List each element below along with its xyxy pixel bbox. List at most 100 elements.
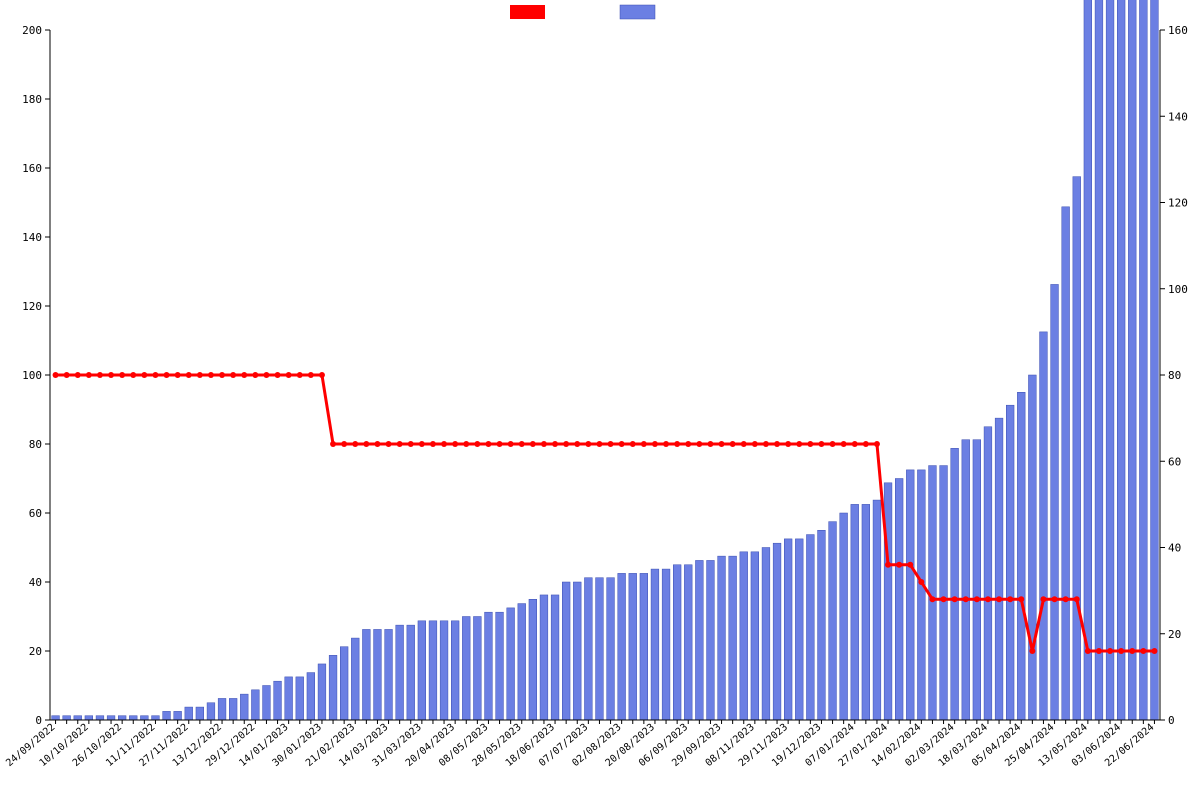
bar (673, 565, 681, 720)
line-marker (974, 596, 980, 602)
line-marker (341, 441, 347, 447)
line-marker (119, 372, 125, 378)
line-marker (730, 441, 736, 447)
line-marker (796, 441, 802, 447)
bar (784, 539, 792, 720)
line-marker (208, 372, 214, 378)
line-marker (86, 372, 92, 378)
bar (573, 582, 581, 720)
bar (285, 677, 293, 720)
bar (773, 543, 781, 720)
y-left-tick-label: 200 (22, 24, 42, 37)
bar (473, 617, 481, 721)
y-left-tick-label: 60 (29, 507, 42, 520)
line-marker (1029, 648, 1035, 654)
line-marker (319, 372, 325, 378)
line-marker (1007, 596, 1013, 602)
bar (1139, 0, 1147, 720)
line-marker (752, 441, 758, 447)
line-marker (830, 441, 836, 447)
bar (85, 716, 93, 720)
bar (274, 681, 282, 720)
line-marker (696, 441, 702, 447)
line-marker (552, 441, 558, 447)
line-marker (75, 372, 81, 378)
bar (684, 565, 692, 720)
bar (906, 470, 914, 720)
bar (962, 440, 970, 720)
line-marker (952, 596, 958, 602)
bar (729, 556, 737, 720)
y-right-tick-label: 160 (1168, 24, 1188, 37)
line-marker (1129, 648, 1135, 654)
line-marker (785, 441, 791, 447)
line-marker (619, 441, 625, 447)
bar (1128, 0, 1136, 720)
bar (618, 573, 626, 720)
line-marker (985, 596, 991, 602)
bar (74, 716, 82, 720)
bar (340, 647, 348, 720)
line-marker (641, 441, 647, 447)
bar (540, 595, 548, 720)
bar (185, 707, 193, 720)
line-marker (352, 441, 358, 447)
y-left-tick-label: 80 (29, 438, 42, 451)
line-marker (1107, 648, 1113, 654)
bar (884, 483, 892, 720)
line-marker (963, 596, 969, 602)
bar (829, 522, 837, 720)
line-marker (707, 441, 713, 447)
y-left-tick-label: 0 (35, 714, 42, 727)
bar (862, 504, 870, 720)
bar (251, 690, 259, 720)
line-marker (1018, 596, 1024, 602)
bar (451, 621, 459, 720)
bar (518, 604, 526, 720)
bar (995, 418, 1003, 720)
line-marker (941, 596, 947, 602)
line-marker (585, 441, 591, 447)
line-marker (763, 441, 769, 447)
bar (951, 448, 959, 720)
y-left-tick-label: 40 (29, 576, 42, 589)
line-marker (252, 372, 258, 378)
bar (795, 539, 803, 720)
bar (318, 664, 326, 720)
line-marker (308, 372, 314, 378)
line-marker (574, 441, 580, 447)
bar (895, 479, 903, 721)
bar (396, 625, 404, 720)
line-marker (519, 441, 525, 447)
bar (840, 513, 848, 720)
bar (1006, 405, 1014, 720)
bar (207, 703, 215, 720)
line-marker (741, 441, 747, 447)
bar (152, 716, 160, 720)
y-left-tick-label: 120 (22, 300, 42, 313)
line-marker (1151, 648, 1157, 654)
line-marker (141, 372, 147, 378)
bar (607, 578, 615, 720)
line-marker (164, 372, 170, 378)
line-marker (463, 441, 469, 447)
line-marker (1085, 648, 1091, 654)
line-marker (108, 372, 114, 378)
line-marker (53, 372, 59, 378)
line-marker (419, 441, 425, 447)
line-marker (818, 441, 824, 447)
line-marker (630, 441, 636, 447)
y-right-tick-label: 140 (1168, 110, 1188, 123)
bar (584, 578, 592, 720)
line-marker (485, 441, 491, 447)
line-marker (263, 372, 269, 378)
bar (218, 698, 226, 720)
bar (418, 621, 426, 720)
line-marker (230, 372, 236, 378)
bar (640, 573, 648, 720)
line-marker (907, 562, 913, 568)
line-marker (596, 441, 602, 447)
line-marker (896, 562, 902, 568)
combo-chart: 0204060801001201401601802000204060801001… (0, 0, 1200, 800)
bar (462, 617, 470, 721)
